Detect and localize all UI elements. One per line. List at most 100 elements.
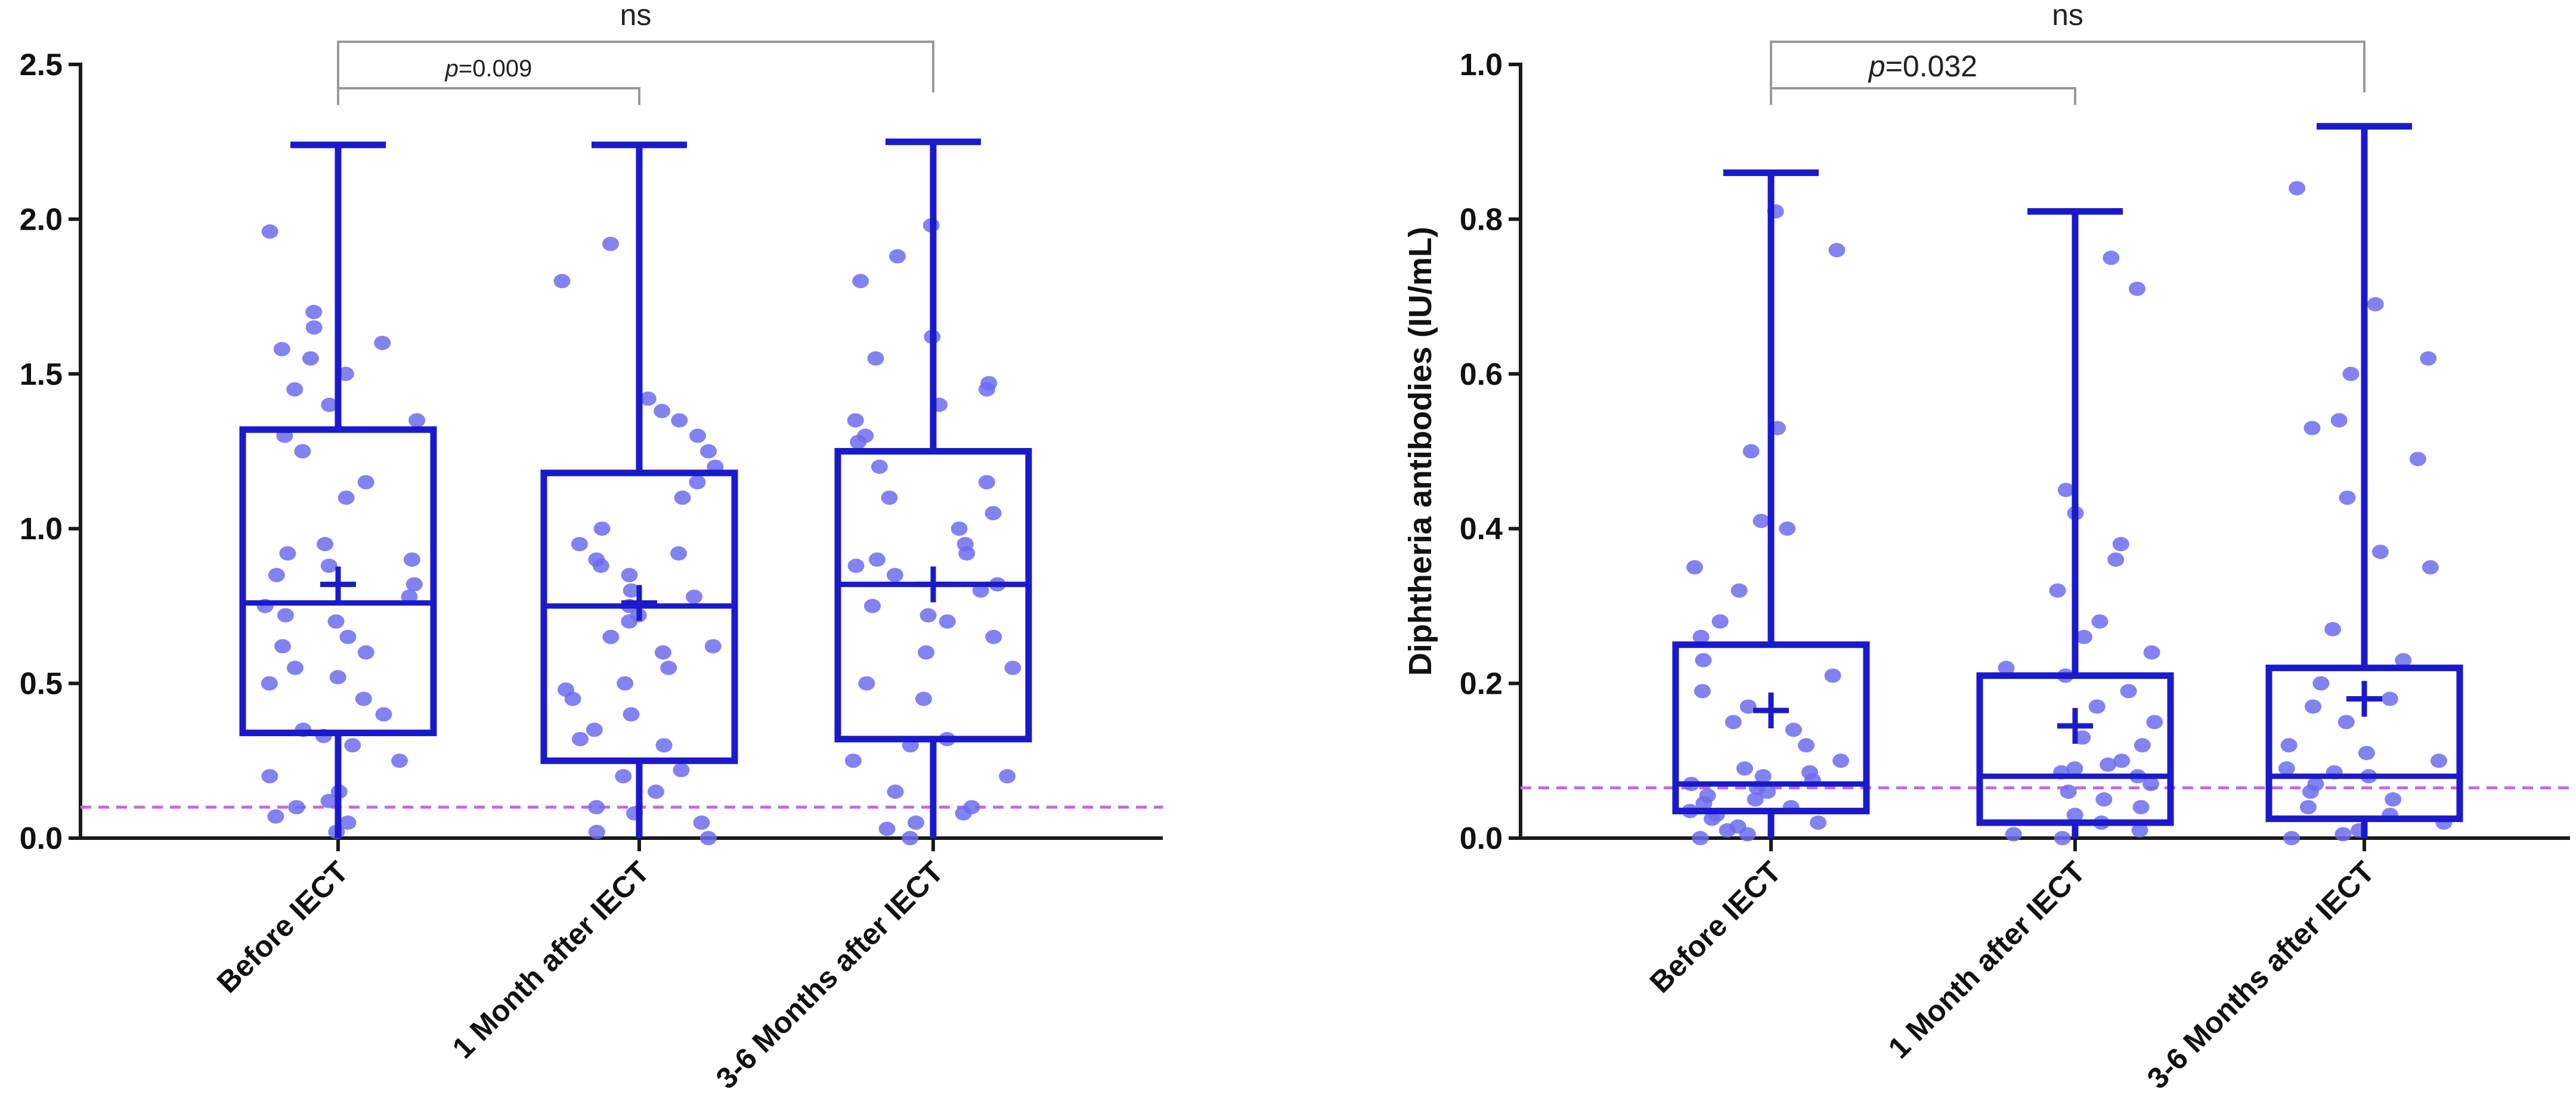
data-point	[391, 753, 408, 768]
data-point	[2134, 738, 2151, 753]
data-point	[286, 660, 304, 675]
data-point	[320, 558, 338, 573]
data-point	[984, 506, 1002, 521]
data-point	[654, 645, 671, 660]
x-category-label: 3-6 Months after IECT	[710, 855, 950, 1095]
data-point	[593, 521, 611, 536]
data-point	[1779, 521, 1796, 536]
data-point	[2129, 282, 2146, 296]
y-tick-label: 0.6	[1460, 357, 1503, 392]
data-point	[950, 521, 968, 536]
data-point	[871, 459, 888, 474]
data-point	[2283, 831, 2301, 845]
data-point	[2381, 691, 2398, 706]
data-point	[617, 676, 634, 691]
x-category-label: 1 Month after IECT	[446, 855, 656, 1065]
data-point	[2075, 629, 2092, 644]
data-point	[2057, 483, 2075, 498]
data-point	[686, 589, 703, 604]
data-point	[2395, 653, 2412, 668]
data-point	[881, 490, 898, 505]
data-point	[2113, 753, 2131, 768]
data-point	[919, 608, 937, 623]
data-point	[2385, 792, 2402, 807]
data-point	[852, 274, 869, 289]
data-point	[1004, 660, 1021, 675]
x-category-label: 3-6 Months after IECT	[2141, 855, 2381, 1095]
x-category-label: Before IECT	[1643, 855, 1788, 999]
data-point	[704, 639, 722, 654]
data-point	[963, 800, 980, 815]
data-point	[355, 691, 372, 706]
data-point	[2146, 715, 2163, 730]
data-point	[978, 475, 995, 490]
data-point	[858, 676, 875, 691]
data-point	[286, 382, 304, 397]
data-point	[878, 821, 896, 836]
data-point	[329, 670, 346, 685]
data-point	[261, 676, 278, 691]
data-point	[689, 428, 707, 443]
data-point	[268, 568, 285, 583]
data-point	[1998, 660, 2015, 675]
data-point	[615, 769, 632, 784]
data-point	[357, 645, 374, 660]
data-point	[588, 800, 605, 815]
significance-bracket	[337, 41, 934, 92]
data-point	[2088, 699, 2106, 714]
data-point	[2049, 583, 2066, 598]
significance-bracket	[337, 87, 640, 105]
data-point	[2103, 251, 2120, 265]
data-point	[571, 537, 588, 552]
data-point	[939, 614, 956, 629]
y-tick-label: 0.8	[1460, 202, 1503, 237]
data-point	[980, 376, 998, 391]
p-value-label: p=0.009	[445, 55, 532, 82]
data-point	[344, 738, 361, 753]
data-point	[2334, 827, 2352, 842]
data-point	[2342, 366, 2360, 381]
data-point	[889, 249, 906, 264]
data-point	[956, 537, 974, 552]
data-point	[2066, 808, 2083, 823]
data-point	[337, 366, 354, 381]
data-point	[1736, 761, 1753, 776]
iqr-box	[239, 426, 437, 737]
iqr-box	[540, 469, 738, 764]
data-point	[660, 660, 677, 675]
data-point	[277, 608, 294, 623]
data-point	[844, 753, 862, 768]
data-point	[2409, 452, 2426, 466]
y-tick-label: 0.2	[1460, 667, 1503, 702]
data-point	[553, 274, 571, 289]
data-point	[2095, 792, 2113, 807]
data-point	[405, 577, 423, 592]
data-point	[2100, 757, 2117, 772]
data-point	[1692, 629, 1710, 644]
data-point	[902, 831, 919, 845]
data-point	[602, 629, 620, 644]
data-point	[327, 614, 345, 629]
data-point	[321, 397, 338, 412]
data-point	[2107, 552, 2125, 567]
data-point	[2337, 715, 2355, 730]
data-point	[586, 722, 603, 737]
data-point	[588, 552, 605, 567]
data-point	[2339, 490, 2356, 505]
data-point	[339, 815, 357, 830]
data-point	[864, 598, 881, 613]
data-point	[403, 552, 420, 567]
data-point	[357, 475, 374, 490]
data-point	[2420, 351, 2437, 366]
data-point	[1753, 514, 1770, 529]
x-category-label: Before IECT	[210, 855, 355, 999]
data-point	[1711, 614, 1729, 629]
data-point	[1832, 753, 1850, 768]
data-point	[1742, 444, 1760, 459]
data-point	[869, 552, 886, 567]
data-point	[588, 824, 605, 839]
data-point	[1695, 653, 1712, 668]
data-point	[261, 224, 278, 239]
data-point	[375, 707, 392, 722]
data-point	[267, 809, 284, 824]
